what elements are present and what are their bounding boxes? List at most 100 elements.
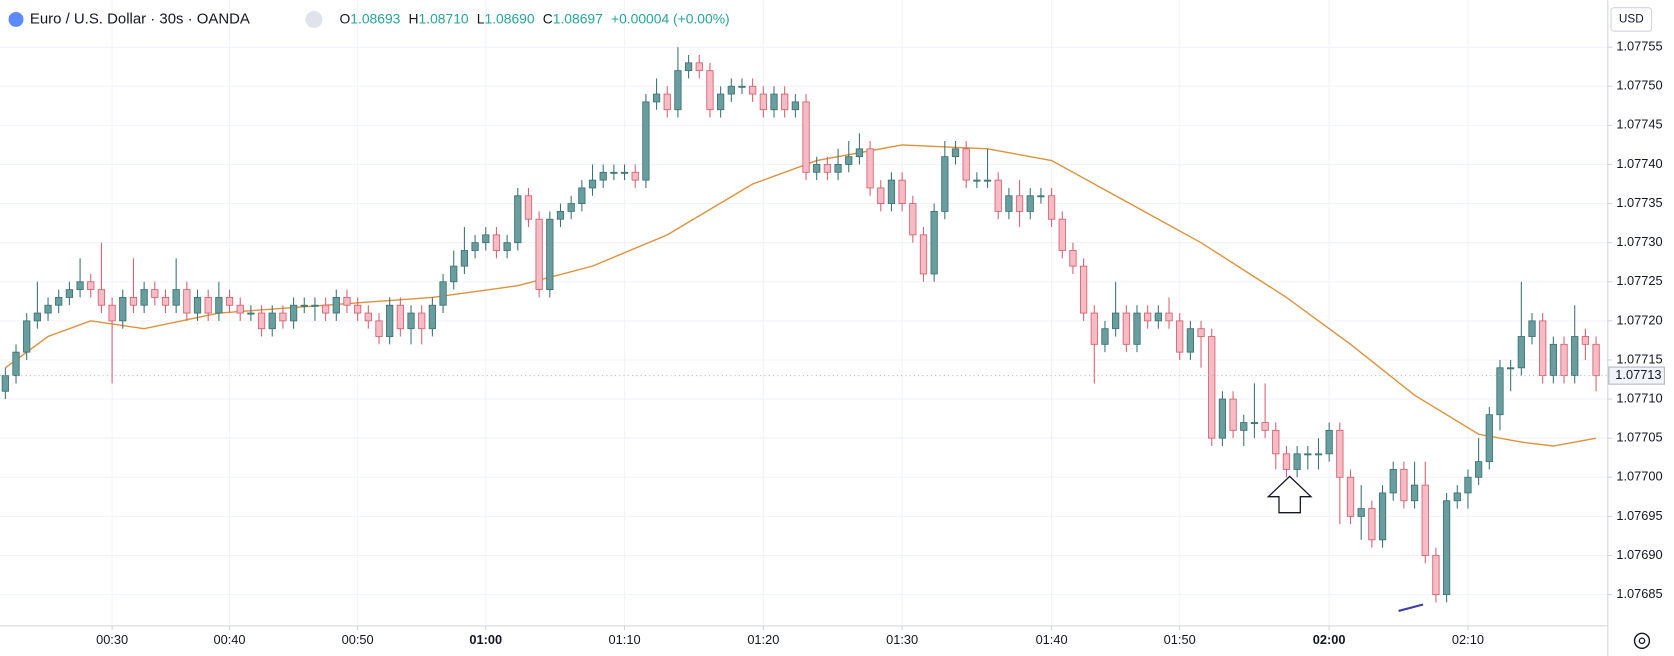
candle-body: [450, 265, 458, 283]
candle-body: [1101, 328, 1109, 345]
y-tick-label: 1.07705: [1616, 430, 1662, 445]
currency-label: USD: [1619, 13, 1644, 26]
candle-body: [289, 304, 298, 322]
candle-body: [1560, 343, 1568, 377]
candle-body: [1197, 328, 1205, 337]
currency-button[interactable]: [1610, 7, 1653, 32]
y-tick-label: 1.07700: [1616, 469, 1662, 484]
candle-body: [674, 70, 682, 111]
candle-body: [76, 281, 84, 291]
candle-body: [471, 242, 479, 251]
candle-body: [55, 296, 63, 306]
candle-body: [257, 312, 266, 330]
candle-body: [1474, 461, 1483, 478]
trend-line: [1398, 603, 1424, 612]
ohlc-value: 1.08697: [553, 10, 603, 26]
symbol-icon: [8, 11, 24, 27]
candle-body: [1282, 453, 1291, 470]
x-tick-label: 01:10: [609, 632, 641, 647]
candle-body: [119, 296, 127, 322]
candle-body: [951, 148, 960, 158]
candle-body: [887, 179, 896, 204]
candle-body: [23, 320, 31, 353]
candle-body: [161, 296, 170, 306]
candle-body: [268, 312, 276, 330]
candle-body: [1261, 422, 1269, 431]
candle-body: [311, 304, 319, 307]
candle-body: [1293, 453, 1301, 470]
candle-body: [610, 171, 618, 174]
chart-title: Euro / U.S. Dollar · 30s · OANDA: [30, 10, 250, 27]
y-tick-label: 1.07755: [1616, 39, 1662, 54]
y-tick-label: 1.07715: [1616, 351, 1662, 366]
candle-body: [108, 304, 116, 322]
candle-body: [727, 85, 735, 95]
candle-body: [1453, 492, 1461, 502]
candle-body: [514, 195, 522, 244]
candle-body: [1378, 492, 1387, 541]
candle-body: [1208, 336, 1216, 439]
candle-body: [1218, 398, 1227, 439]
candle-body: [930, 210, 938, 275]
candle-body: [321, 304, 330, 314]
candle-body: [1464, 476, 1472, 494]
y-tick-label: 1.07740: [1616, 156, 1662, 171]
x-tick-label: 02:00: [1313, 632, 1346, 647]
candle-body: [631, 171, 639, 181]
candle-body: [1421, 484, 1429, 556]
settings-button[interactable]: [1633, 632, 1651, 649]
candle-body: [567, 203, 575, 212]
candle-body: [877, 187, 885, 204]
candle-body: [717, 93, 725, 111]
candle-body: [834, 164, 842, 173]
candle-body: [962, 148, 970, 181]
y-tick-label: 1.07735: [1616, 195, 1662, 210]
y-tick-label: 1.07690: [1616, 547, 1662, 562]
candle-body: [524, 195, 533, 220]
ohlc-value: 1.08710: [419, 10, 469, 26]
candle-body: [973, 179, 981, 182]
settings-icon: [1638, 637, 1646, 645]
candle-body: [802, 101, 810, 173]
y-tick-label: 1.07730: [1616, 234, 1662, 249]
ohlc-value: 1.08693: [350, 10, 400, 26]
candle-body: [1133, 312, 1141, 345]
candle-body: [97, 289, 106, 306]
candle-body: [460, 250, 469, 267]
x-tick-label: 02:10: [1452, 632, 1484, 647]
candle-body: [759, 93, 767, 111]
candle-body: [941, 156, 949, 212]
candle-body: [1325, 429, 1333, 455]
candle-body: [193, 296, 202, 314]
candle-body: [1240, 422, 1248, 431]
candle-body: [1026, 195, 1034, 212]
x-tick-label: 01:40: [1036, 632, 1068, 647]
candle-body: [994, 179, 1002, 212]
candle-body: [1176, 320, 1184, 353]
y-tick-label: 1.07750: [1616, 78, 1662, 93]
candle-body: [1144, 312, 1152, 322]
candle-body: [1058, 218, 1066, 251]
candle-body: [1368, 508, 1376, 541]
candle-body: [129, 296, 138, 306]
candle-body: [279, 312, 287, 322]
candle-body: [770, 93, 778, 111]
candle-body: [1389, 469, 1397, 494]
ohlc-label: O: [339, 10, 350, 26]
candle-body: [1485, 414, 1493, 463]
candle-body: [1272, 429, 1280, 455]
visibility-toggle[interactable]: [305, 10, 323, 29]
candle-body: [813, 164, 821, 173]
candle-body: [44, 304, 52, 314]
candle-body: [1528, 320, 1536, 337]
candle-body: [396, 304, 404, 330]
candle-body: [1549, 343, 1557, 377]
y-tick-label: 1.07710: [1616, 390, 1662, 405]
candle-body: [919, 234, 928, 275]
candle-body: [364, 312, 372, 322]
candle-body: [1496, 367, 1504, 416]
y-tick-label: 1.07720: [1616, 312, 1662, 327]
